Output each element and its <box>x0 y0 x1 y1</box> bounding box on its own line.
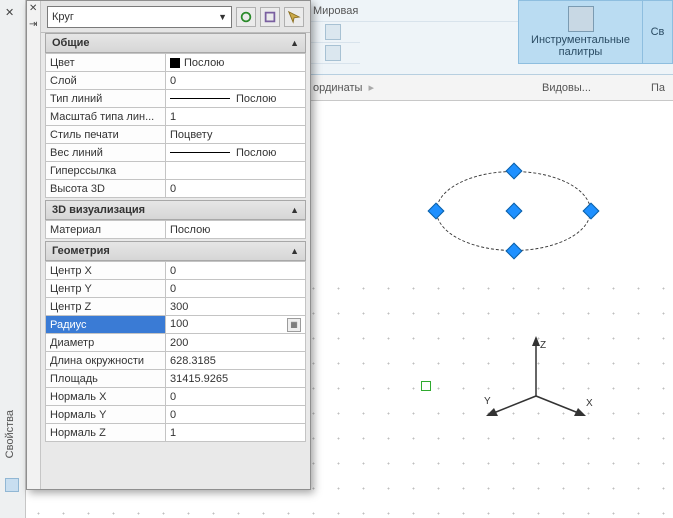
close-icon[interactable]: ✕ <box>5 6 19 20</box>
row-ltscale[interactable]: Масштаб типа лин...1 <box>46 108 306 126</box>
section-geometry-header[interactable]: Геометрия ▲ <box>45 241 306 261</box>
panel-captions-bar: ординаты ▸ Видовы... Па <box>305 75 673 101</box>
row-color[interactable]: ЦветПослою <box>46 54 306 72</box>
row-material[interactable]: МатериалПослою <box>46 221 306 239</box>
palette-options-icon[interactable] <box>5 478 19 492</box>
row-linetype[interactable]: Тип линийПослою <box>46 90 306 108</box>
row-layer[interactable]: Слой0 <box>46 72 306 90</box>
row-normal-y[interactable]: Нормаль Y0 <box>46 406 306 424</box>
row-center-z[interactable]: Центр Z300 <box>46 298 306 316</box>
object-type-value: Круг <box>52 11 74 23</box>
row-center-x[interactable]: Центр X0 <box>46 262 306 280</box>
ribbon-small-buttons <box>305 22 360 64</box>
ribbon-small-btn-2[interactable] <box>305 43 360 64</box>
general-table: ЦветПослою Слой0 Тип линийПослою Масштаб… <box>45 53 306 198</box>
row-radius[interactable]: Радиус100▦ <box>46 316 306 334</box>
viz-table: МатериалПослою <box>45 220 306 239</box>
origin-marker <box>421 381 431 391</box>
row-normal-x[interactable]: Нормаль X0 <box>46 388 306 406</box>
palette-close-icon[interactable]: ✕ <box>29 3 37 14</box>
ribbon-small-btn-1[interactable] <box>305 22 360 43</box>
row-lineweight[interactable]: Вес линийПослою <box>46 144 306 162</box>
caption-palettes: Па <box>651 82 665 94</box>
palette-dock-rail: ✕ Свойства <box>0 0 26 518</box>
calculator-icon[interactable]: ▦ <box>287 318 301 332</box>
collapse-icon: ▲ <box>290 205 299 215</box>
geometry-table: Центр X0 Центр Y0 Центр Z300 Радиус100▦ … <box>45 261 306 442</box>
tool-palettes-button[interactable]: Инструментальные палитры <box>518 0 643 64</box>
axis-y-label: Y <box>484 396 491 407</box>
palette-autohide-icon[interactable]: ⇥ <box>29 19 37 30</box>
section-3dviz-label: 3D визуализация <box>52 204 145 216</box>
palette-title[interactable]: Свойства <box>4 410 16 458</box>
row-circumference[interactable]: Длина окружности628.3185 <box>46 352 306 370</box>
caption-coordinates: ординаты <box>313 82 362 94</box>
ribbon: Мировая Инструментальные палитры Св <box>305 0 673 75</box>
caption-viewports[interactable]: Видовы... <box>542 82 591 94</box>
object-type-select[interactable]: Круг ▼ <box>47 6 232 28</box>
axis-x-label: X <box>586 398 593 409</box>
row-plotstyle[interactable]: Стиль печатиПоцвету <box>46 126 306 144</box>
divider-icon: ▸ <box>368 81 374 94</box>
palette-toolbar: Круг ▼ <box>41 1 310 33</box>
lineweight-sample-icon <box>170 152 230 153</box>
collapse-icon: ▲ <box>290 38 299 48</box>
linetype-sample-icon <box>170 98 230 99</box>
row-center-y[interactable]: Центр Y0 <box>46 280 306 298</box>
chevron-down-icon: ▼ <box>218 12 227 22</box>
collapse-icon: ▲ <box>290 246 299 256</box>
row-area[interactable]: Площадь31415.9265 <box>46 370 306 388</box>
tool-palettes-icon <box>568 6 594 32</box>
row-diameter[interactable]: Диаметр200 <box>46 334 306 352</box>
row-normal-z[interactable]: Нормаль Z1 <box>46 424 306 442</box>
ucs-combo-text[interactable]: Мировая <box>313 5 358 17</box>
palette-grip-bar[interactable]: ✕ ⇥ <box>27 1 41 489</box>
properties-palette: ✕ ⇥ Круг ▼ Общие ▲ ЦветПослою Слой0 Тип … <box>26 0 311 490</box>
ribbon-palettes-panel: Инструментальные палитры Св <box>518 0 673 64</box>
properties-panel-label: Св <box>651 26 665 38</box>
section-general-label: Общие <box>52 37 90 49</box>
row-height3d[interactable]: Высота 3D0 <box>46 180 306 198</box>
tool-palettes-label: Инструментальные палитры <box>519 34 642 58</box>
color-swatch-icon <box>170 58 180 68</box>
selectobjects-button[interactable] <box>284 7 304 27</box>
properties-panel-button[interactable]: Св <box>643 0 673 64</box>
quickselect-button[interactable] <box>236 7 256 27</box>
selected-circle[interactable] <box>436 171 591 251</box>
section-geometry-label: Геометрия <box>52 245 110 257</box>
row-hyperlink[interactable]: Гиперссылка <box>46 162 306 180</box>
axis-z-label: Z <box>540 340 546 351</box>
section-3dviz-header[interactable]: 3D визуализация ▲ <box>45 200 306 220</box>
ucs-icon: Z X Y <box>496 336 616 439</box>
section-general-header[interactable]: Общие ▲ <box>45 33 306 53</box>
pickadd-button[interactable] <box>260 7 280 27</box>
